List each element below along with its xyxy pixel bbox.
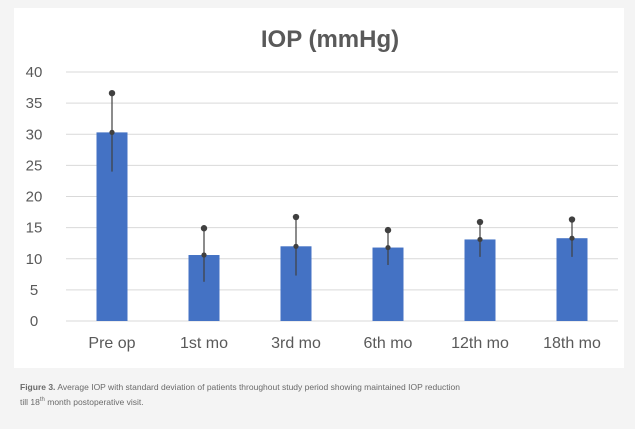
- chart-panel: IOP (mmHg) 0 5 10 15 20 25 30 35 40 Pre op 1st mo 3r…: [14, 8, 624, 368]
- y-tick-label-40: 40: [26, 64, 43, 81]
- y-tick-label-35: 35: [26, 95, 43, 112]
- x-tick-label-1: Pre op: [88, 335, 135, 352]
- error-cap-5: [476, 218, 484, 226]
- y-tick-label-10: 10: [26, 251, 43, 268]
- mean-marker-5: [477, 236, 483, 243]
- figure-caption: Figure 3. Average IOP with standard devi…: [20, 380, 620, 410]
- error-cap-6: [568, 216, 576, 223]
- mean-marker-3: [293, 243, 299, 249]
- error-cap-4: [384, 226, 392, 234]
- caption-lead: Figure 3.: [20, 382, 56, 392]
- y-tick-label-25: 25: [26, 157, 43, 174]
- mean-marker-2: [201, 252, 207, 258]
- caption-line-2-pre: till 18: [20, 397, 40, 407]
- y-tick-label-30: 30: [26, 126, 43, 143]
- y-tick-label-20: 20: [26, 189, 43, 206]
- mean-marker-4: [385, 244, 391, 251]
- x-tick-label-4: 6th mo: [364, 335, 413, 352]
- y-tick-label-15: 15: [26, 220, 43, 237]
- iop-bar-chart: IOP (mmHg) 0 5 10 15 20 25 30 35 40 Pre op 1st mo 3r…: [26, 26, 618, 352]
- caption-line-2-sup: th: [39, 397, 45, 404]
- x-tick-label-5: 12th mo: [451, 335, 509, 352]
- x-tick-label-3: 3rd mo: [271, 335, 321, 352]
- y-tick-label-0: 0: [30, 313, 38, 330]
- error-cap-2: [200, 225, 208, 232]
- x-tick-label-2: 1st mo: [180, 335, 228, 352]
- error-cap-3: [292, 213, 300, 221]
- x-tick-label-6: 18th mo: [543, 335, 601, 352]
- caption-line-2-post: month postoperative visit.: [47, 397, 144, 407]
- mean-marker-6: [569, 235, 575, 241]
- chart-title: IOP (mmHg): [261, 26, 399, 53]
- mean-marker-1: [109, 129, 115, 135]
- caption-line-1: Average IOP with standard deviation of p…: [57, 382, 460, 392]
- y-tick-label-5: 5: [30, 282, 38, 299]
- error-cap-1: [108, 89, 116, 97]
